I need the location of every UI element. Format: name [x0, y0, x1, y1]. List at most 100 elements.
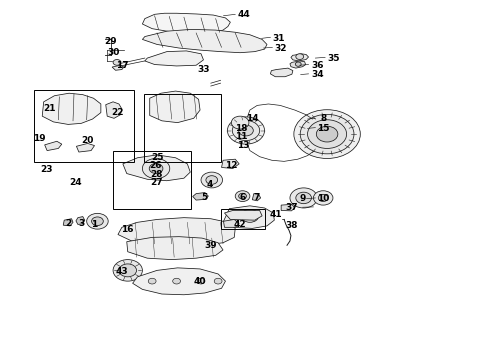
Circle shape [296, 192, 312, 204]
Circle shape [143, 158, 170, 179]
Text: 12: 12 [225, 161, 238, 170]
Bar [113, 151, 191, 209]
Circle shape [113, 260, 143, 281]
Polygon shape [221, 159, 239, 168]
Circle shape [232, 121, 260, 140]
Circle shape [245, 212, 255, 220]
Circle shape [296, 54, 304, 59]
Circle shape [290, 188, 318, 208]
Text: 10: 10 [317, 194, 329, 203]
Text: 25: 25 [151, 153, 163, 162]
Circle shape [239, 193, 246, 199]
Text: 4: 4 [207, 180, 213, 189]
Text: 40: 40 [194, 276, 206, 285]
Text: 14: 14 [246, 114, 259, 123]
Text: 33: 33 [197, 65, 210, 74]
Text: 3: 3 [79, 219, 85, 228]
Text: 21: 21 [43, 104, 56, 113]
Text: 44: 44 [238, 10, 250, 19]
Circle shape [227, 117, 265, 144]
Text: 36: 36 [311, 61, 323, 70]
Circle shape [295, 62, 301, 66]
Circle shape [239, 125, 253, 136]
Text: 9: 9 [299, 194, 306, 203]
Polygon shape [281, 204, 295, 211]
Text: 27: 27 [150, 178, 162, 187]
Text: 7: 7 [253, 193, 260, 202]
Circle shape [235, 191, 250, 202]
Circle shape [148, 278, 156, 284]
Polygon shape [127, 237, 223, 260]
Polygon shape [290, 61, 306, 68]
Polygon shape [291, 54, 309, 61]
Text: 20: 20 [81, 136, 94, 145]
Text: 26: 26 [149, 161, 161, 170]
Circle shape [206, 176, 218, 184]
Text: 18: 18 [235, 123, 247, 132]
Text: 29: 29 [104, 37, 117, 46]
Circle shape [294, 110, 360, 158]
Polygon shape [223, 206, 274, 228]
Text: 19: 19 [33, 134, 46, 143]
Polygon shape [112, 65, 124, 70]
Text: 8: 8 [320, 114, 326, 123]
Text: 22: 22 [112, 108, 124, 117]
Bar [145, 94, 220, 162]
Circle shape [314, 191, 333, 205]
Text: 2: 2 [65, 219, 71, 228]
Circle shape [318, 194, 328, 202]
Text: 42: 42 [234, 220, 246, 229]
Circle shape [172, 278, 180, 284]
Text: 1: 1 [91, 220, 98, 229]
Circle shape [92, 217, 103, 226]
Polygon shape [150, 91, 200, 123]
Text: 5: 5 [201, 193, 207, 202]
Polygon shape [118, 218, 235, 246]
Text: 35: 35 [328, 54, 340, 63]
Circle shape [231, 116, 249, 129]
Circle shape [214, 278, 222, 284]
Text: 30: 30 [108, 48, 120, 57]
Text: 28: 28 [150, 170, 162, 179]
Text: 16: 16 [122, 225, 134, 234]
Circle shape [317, 126, 338, 142]
Text: 34: 34 [311, 71, 323, 80]
Polygon shape [223, 220, 239, 227]
Circle shape [201, 172, 222, 188]
Text: 17: 17 [116, 61, 128, 70]
Circle shape [119, 264, 137, 277]
Text: 13: 13 [237, 141, 249, 150]
Text: 24: 24 [70, 178, 82, 187]
Polygon shape [63, 219, 73, 226]
Polygon shape [123, 155, 190, 181]
Polygon shape [143, 30, 267, 53]
Text: 38: 38 [286, 221, 298, 230]
Polygon shape [224, 211, 262, 220]
Circle shape [149, 163, 163, 174]
Text: 15: 15 [317, 123, 329, 132]
Circle shape [300, 114, 354, 154]
Text: 11: 11 [235, 132, 247, 141]
Polygon shape [45, 141, 62, 150]
Circle shape [308, 120, 346, 148]
Polygon shape [42, 93, 101, 125]
Circle shape [197, 278, 205, 284]
Text: 23: 23 [40, 165, 53, 174]
Circle shape [87, 213, 108, 229]
Text: 37: 37 [286, 203, 298, 212]
Polygon shape [76, 143, 95, 152]
Polygon shape [76, 217, 85, 225]
Bar [34, 90, 134, 162]
Polygon shape [252, 194, 261, 201]
Text: 6: 6 [240, 193, 246, 202]
Polygon shape [133, 268, 225, 295]
Text: 32: 32 [274, 44, 287, 53]
Polygon shape [193, 193, 208, 200]
Text: 41: 41 [270, 210, 283, 219]
Polygon shape [270, 68, 293, 77]
Text: 39: 39 [204, 241, 217, 250]
Polygon shape [143, 13, 230, 34]
Text: 43: 43 [116, 267, 128, 276]
Polygon shape [106, 102, 122, 118]
Bar [220, 209, 265, 229]
